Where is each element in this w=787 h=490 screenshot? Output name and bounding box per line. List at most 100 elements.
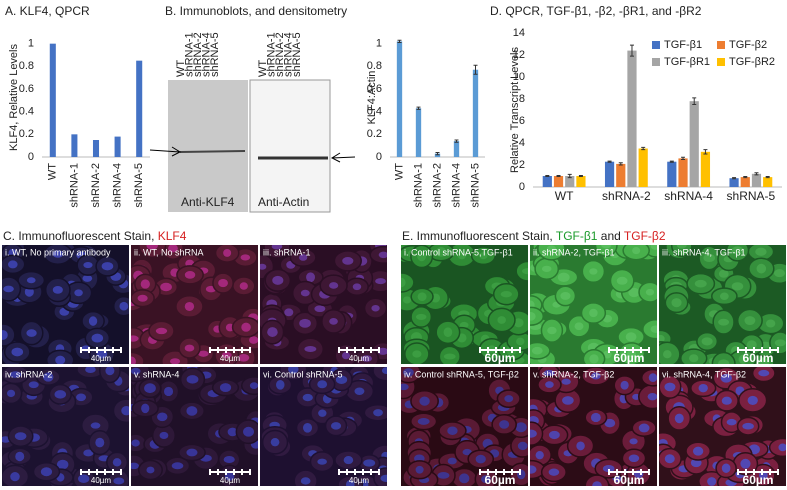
micrograph: vi. shRNA-4, TGF-β2 60µm — [659, 367, 786, 487]
error-bar — [578, 174, 583, 178]
scale-label: 60µm — [614, 473, 645, 487]
nucleus — [401, 383, 409, 391]
bar — [553, 176, 564, 187]
legend-swatch — [717, 41, 725, 49]
nucleus — [481, 475, 491, 484]
nucleus — [718, 359, 730, 364]
scale-bar — [80, 347, 122, 353]
nucleus — [159, 431, 169, 440]
nucleus — [589, 268, 598, 275]
scale-bar — [209, 347, 251, 353]
lane-label: shRNA-2 — [274, 32, 286, 77]
nucleus — [721, 463, 731, 473]
nucleus — [437, 472, 450, 479]
nucleus — [260, 263, 267, 270]
cell — [530, 306, 545, 326]
bar — [667, 161, 677, 187]
nucleus — [447, 426, 458, 435]
nucleus — [548, 430, 560, 440]
nucleus — [707, 477, 717, 486]
micrograph: i. WT, No primary antibody 40µm — [2, 245, 129, 364]
panel-label: iii. shRNA-4, TGF-β1 — [662, 247, 746, 257]
cell — [594, 245, 618, 258]
nucleus — [515, 422, 527, 433]
nucleus — [314, 305, 326, 313]
bar — [453, 141, 460, 157]
nucleus — [78, 474, 90, 483]
nucleus — [628, 454, 640, 463]
lane-label: WT — [257, 60, 269, 77]
nucleus — [415, 465, 424, 474]
error-bar — [732, 177, 737, 180]
bar — [638, 148, 648, 187]
cells — [131, 245, 258, 364]
cell — [768, 437, 786, 458]
nucleus — [689, 354, 699, 363]
nucleus — [765, 319, 776, 328]
error-bar — [754, 172, 759, 176]
nucleus — [590, 412, 601, 423]
nucleus — [88, 316, 98, 326]
cells — [530, 245, 657, 364]
title-part: C. Immunofluorescent Stain, — [3, 229, 158, 243]
y-tick-label: 1 — [376, 38, 382, 50]
scale-label: 60µm — [485, 473, 516, 487]
nucleus — [574, 322, 584, 331]
nucleus — [756, 263, 767, 274]
lane-label: shRNA-2 — [192, 32, 204, 77]
nucleus — [703, 253, 716, 263]
x-tick-label: WT — [47, 163, 59, 180]
scale-bar — [338, 469, 380, 475]
nucleus — [535, 451, 544, 460]
x-tick-label: WT — [393, 163, 405, 180]
micrograph: iv. Control shRNA-5, TGF-β2 60µm — [401, 367, 528, 487]
nucleus — [101, 262, 114, 271]
y-tick-label: 0.8 — [19, 60, 34, 72]
x-tick-label: WT — [555, 189, 574, 203]
nucleus — [663, 350, 672, 359]
nucleus — [76, 393, 87, 402]
nucleus — [243, 426, 255, 437]
bar — [763, 177, 773, 187]
nucleus — [378, 251, 387, 259]
scale-bar — [479, 469, 521, 475]
nucleus — [561, 378, 571, 385]
nucleus — [746, 340, 757, 350]
nucleus — [375, 278, 386, 285]
bar — [396, 41, 403, 157]
y-tick-label: 10 — [513, 71, 525, 83]
nucleus — [112, 458, 122, 467]
nucleus — [288, 367, 299, 374]
bar — [71, 134, 78, 157]
x-tick-label: shRNA-2 — [431, 163, 443, 208]
cells — [401, 245, 528, 364]
nucleus — [589, 308, 598, 318]
nucleus — [131, 439, 140, 447]
x-tick-label: shRNA-4 — [112, 163, 124, 208]
nucleus — [249, 336, 258, 344]
lane-label: WT — [175, 60, 187, 77]
nucleus — [417, 251, 427, 262]
nucleus — [267, 327, 278, 338]
nucleus — [90, 422, 101, 429]
nucleus — [52, 250, 64, 258]
nucleus — [363, 459, 376, 467]
x-tick-label: shRNA-1 — [412, 163, 424, 208]
nucleus — [137, 294, 148, 302]
lane-label: shRNA-5 — [291, 32, 303, 77]
nucleus — [284, 308, 294, 317]
legend-label: TGF-βR2 — [729, 56, 775, 68]
nucleus — [381, 367, 387, 375]
nucleus — [773, 269, 786, 278]
nucleus — [475, 454, 486, 464]
nucleus — [241, 322, 251, 332]
nucleus — [543, 369, 555, 377]
micrograph: vi. Control shRNA-5 40µm — [260, 367, 387, 486]
cell — [537, 245, 566, 261]
cell — [642, 319, 657, 340]
nucleus — [625, 332, 637, 342]
legend-swatch — [652, 41, 660, 49]
nucleus — [774, 339, 786, 347]
nucleus — [560, 291, 571, 300]
title-part: TGF-β1 — [556, 229, 598, 243]
